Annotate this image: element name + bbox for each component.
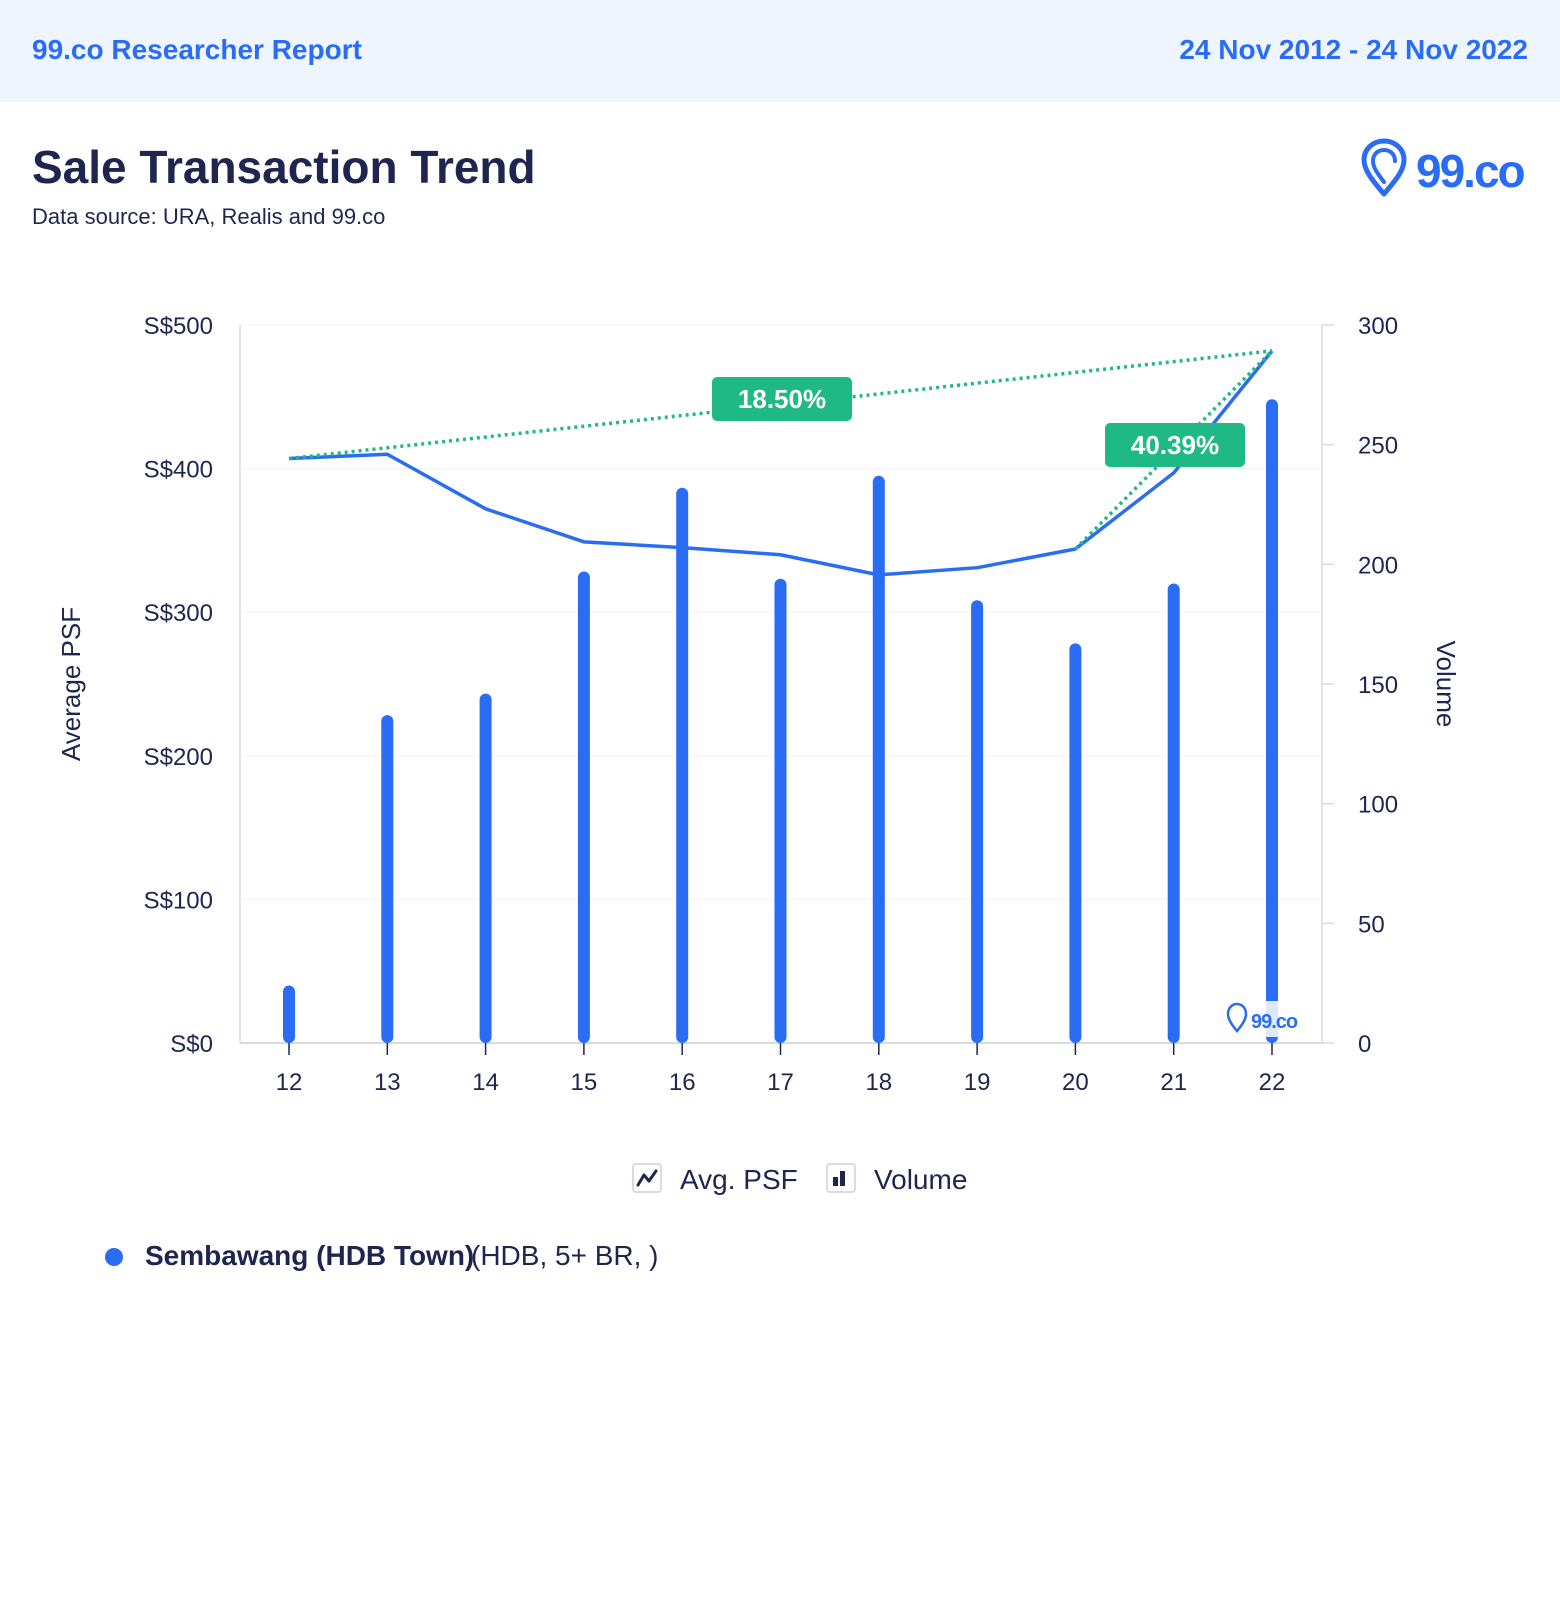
y2-tick-label: 50 <box>1358 911 1385 938</box>
x-tick-label: 18 <box>865 1069 892 1096</box>
chart-legend: Avg. PSF Volume <box>0 1160 1560 1204</box>
location-pin-icon <box>1361 138 1407 197</box>
volume-bar <box>1266 399 1278 1043</box>
y2-tick-label: 0 <box>1358 1031 1371 1058</box>
trend-line <box>1074 349 1274 551</box>
report-brand: 99.co Researcher Report <box>32 34 362 65</box>
data-source: Data source: URA, Realis and 99.co <box>32 204 386 229</box>
psf-line <box>288 349 1274 577</box>
bar-chart-icon <box>826 1163 856 1193</box>
change-badge <box>1105 423 1245 467</box>
series-meta: (HDB, 5+ BR, ) <box>471 1240 659 1271</box>
x-tick-label: 22 <box>1259 1069 1286 1096</box>
y2-tick-label: 300 <box>1358 313 1398 340</box>
page-title: Sale Transaction Trend <box>32 141 536 193</box>
y-tick-label: S$0 <box>170 1031 213 1058</box>
change-badge <box>712 377 852 421</box>
volume-bar <box>479 693 492 1043</box>
legend-item-psf[interactable]: Avg. PSF <box>632 1160 798 1204</box>
logo-text: 99.co <box>1416 145 1526 197</box>
x-tick-label: 12 <box>276 1069 303 1096</box>
x-tick-label: 21 <box>1160 1069 1187 1096</box>
volume-bar <box>774 578 787 1043</box>
volume-bar <box>1069 643 1082 1043</box>
y2-axis-title: Volume <box>1431 641 1461 728</box>
volume-bar <box>676 487 689 1043</box>
location-pin-icon <box>1226 1002 1248 1033</box>
x-tick-label: 15 <box>571 1069 598 1096</box>
y-tick-label: S$200 <box>144 744 213 771</box>
y-axis-title: Average PSF <box>56 607 86 761</box>
x-tick-label: 19 <box>964 1069 991 1096</box>
volume-bar <box>577 571 590 1043</box>
series-dot <box>105 1248 123 1266</box>
volume-bar <box>283 985 295 1043</box>
series-name: Sembawang (HDB Town) <box>145 1240 475 1271</box>
volume-bar <box>971 600 984 1043</box>
x-tick-label: 16 <box>669 1069 696 1096</box>
x-tick-label: 14 <box>472 1069 499 1096</box>
legend-label-volume: Volume <box>874 1164 968 1195</box>
y-tick-label: S$300 <box>144 600 213 627</box>
y2-tick-label: 100 <box>1358 792 1398 819</box>
y-tick-label: S$400 <box>144 457 213 484</box>
volume-bar <box>381 715 394 1043</box>
x-tick-label: 17 <box>767 1069 794 1096</box>
y-tick-label: S$500 <box>144 313 213 340</box>
y2-tick-label: 250 <box>1358 433 1398 460</box>
volume-bar <box>1167 583 1180 1043</box>
change-badge-label: 40.39% <box>1131 430 1219 460</box>
legend-label-psf: Avg. PSF <box>680 1164 798 1195</box>
date-range: 24 Nov 2012 - 24 Nov 2022 <box>1179 34 1528 65</box>
y2-tick-label: 200 <box>1358 552 1398 579</box>
chart-watermark: 99.co <box>1220 1001 1310 1037</box>
volume-bar <box>872 475 885 1043</box>
line-chart-icon <box>632 1163 662 1193</box>
watermark-text: 99.co <box>1251 1011 1298 1033</box>
change-badge-label: 18.50% <box>738 384 826 414</box>
y-tick-label: S$100 <box>144 887 213 914</box>
brand-logo: 99.co <box>1358 138 1528 202</box>
x-tick-label: 13 <box>374 1069 401 1096</box>
sale-transaction-chart: S$0 S$100 S$200 S$300 S$400 S$500 0 50 100 150 200… <box>56 313 1461 1096</box>
y2-tick-label: 150 <box>1358 672 1398 699</box>
report-header: 99.co Researcher Report 24 Nov 2012 - 24… <box>0 0 1560 102</box>
x-tick-label: 20 <box>1062 1069 1089 1096</box>
legend-item-volume[interactable]: Volume <box>826 1160 986 1204</box>
